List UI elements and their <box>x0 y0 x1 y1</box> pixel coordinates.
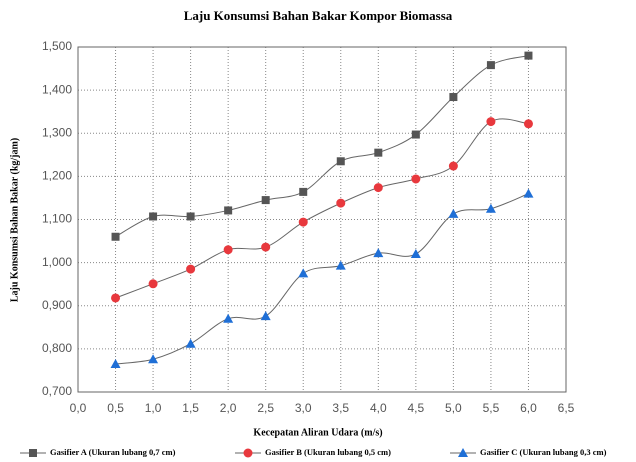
marker <box>261 242 271 252</box>
marker <box>260 311 271 321</box>
y-tick-label: 1,500 <box>42 39 72 53</box>
y-tick-label: 1,300 <box>42 125 72 139</box>
marker <box>111 293 121 303</box>
marker <box>186 212 195 221</box>
x-tick-label: 6,5 <box>558 401 575 415</box>
x-tick-label: 6,0 <box>520 401 537 415</box>
marker <box>299 187 308 196</box>
y-tick-label: 1,000 <box>42 255 72 269</box>
marker <box>223 313 234 323</box>
marker <box>336 157 345 166</box>
y-tick-label: 1,100 <box>42 212 72 226</box>
x-tick-label: 2,0 <box>220 401 237 415</box>
series-line <box>115 118 529 299</box>
x-tick-label: 4,0 <box>370 401 387 415</box>
marker <box>111 232 120 241</box>
marker <box>524 51 533 60</box>
marker <box>486 61 495 70</box>
marker <box>374 148 383 157</box>
marker <box>411 130 420 139</box>
x-tick-label: 3,5 <box>332 401 349 415</box>
legend-marker <box>458 448 468 457</box>
marker <box>523 119 533 129</box>
marker <box>298 217 308 227</box>
marker <box>449 93 458 102</box>
x-tick-label: 5,0 <box>445 401 462 415</box>
marker <box>298 268 309 278</box>
legend-label: Gasifier C (Ukuran lubang 0,3 cm) <box>480 447 607 457</box>
y-tick-label: 1,200 <box>42 169 72 183</box>
chart-title: Laju Konsumsi Bahan Bakar Kompor Biomass… <box>184 8 453 23</box>
marker <box>335 260 346 270</box>
marker <box>485 203 496 213</box>
legend-label: Gasifier B (Ukuran lubang 0,5 cm) <box>265 447 391 457</box>
marker <box>186 264 196 274</box>
y-tick-label: 0,800 <box>42 341 72 355</box>
x-tick-label: 1,5 <box>182 401 199 415</box>
marker <box>149 212 158 221</box>
x-tick-label: 1,0 <box>145 401 162 415</box>
y-axis-label: Laju Konsumsi Bahan Bakar (kg/jam) <box>9 138 20 302</box>
marker <box>224 206 233 215</box>
marker <box>410 249 421 258</box>
x-axis-label: Kecepatan Aliran Udara (m/s) <box>253 427 382 438</box>
x-tick-label: 2,5 <box>257 401 274 415</box>
marker <box>148 279 158 289</box>
x-tick-label: 0,0 <box>70 401 87 415</box>
marker <box>373 248 384 258</box>
marker <box>486 117 496 127</box>
marker <box>411 174 421 184</box>
marker <box>261 196 270 205</box>
y-tick-label: 0,700 <box>42 384 72 398</box>
x-tick-label: 3,0 <box>295 401 312 415</box>
legend-marker <box>29 449 37 457</box>
marker <box>185 338 196 348</box>
marker <box>223 245 233 255</box>
y-tick-label: 0,900 <box>42 298 72 312</box>
x-tick-label: 4,5 <box>408 401 425 415</box>
marker <box>148 354 159 364</box>
marker <box>448 161 458 171</box>
marker <box>336 198 346 208</box>
x-tick-label: 5,5 <box>483 401 500 415</box>
plot-frame <box>77 46 567 393</box>
marker <box>523 188 534 198</box>
marker <box>448 208 459 218</box>
y-tick-label: 1,400 <box>42 82 72 96</box>
marker <box>110 358 121 368</box>
x-tick-label: 0,5 <box>107 401 124 415</box>
legend-marker <box>243 448 253 458</box>
marker <box>373 183 383 193</box>
legend-label: Gasifier A (Ukuran lubang 0,7 cm) <box>50 447 176 457</box>
